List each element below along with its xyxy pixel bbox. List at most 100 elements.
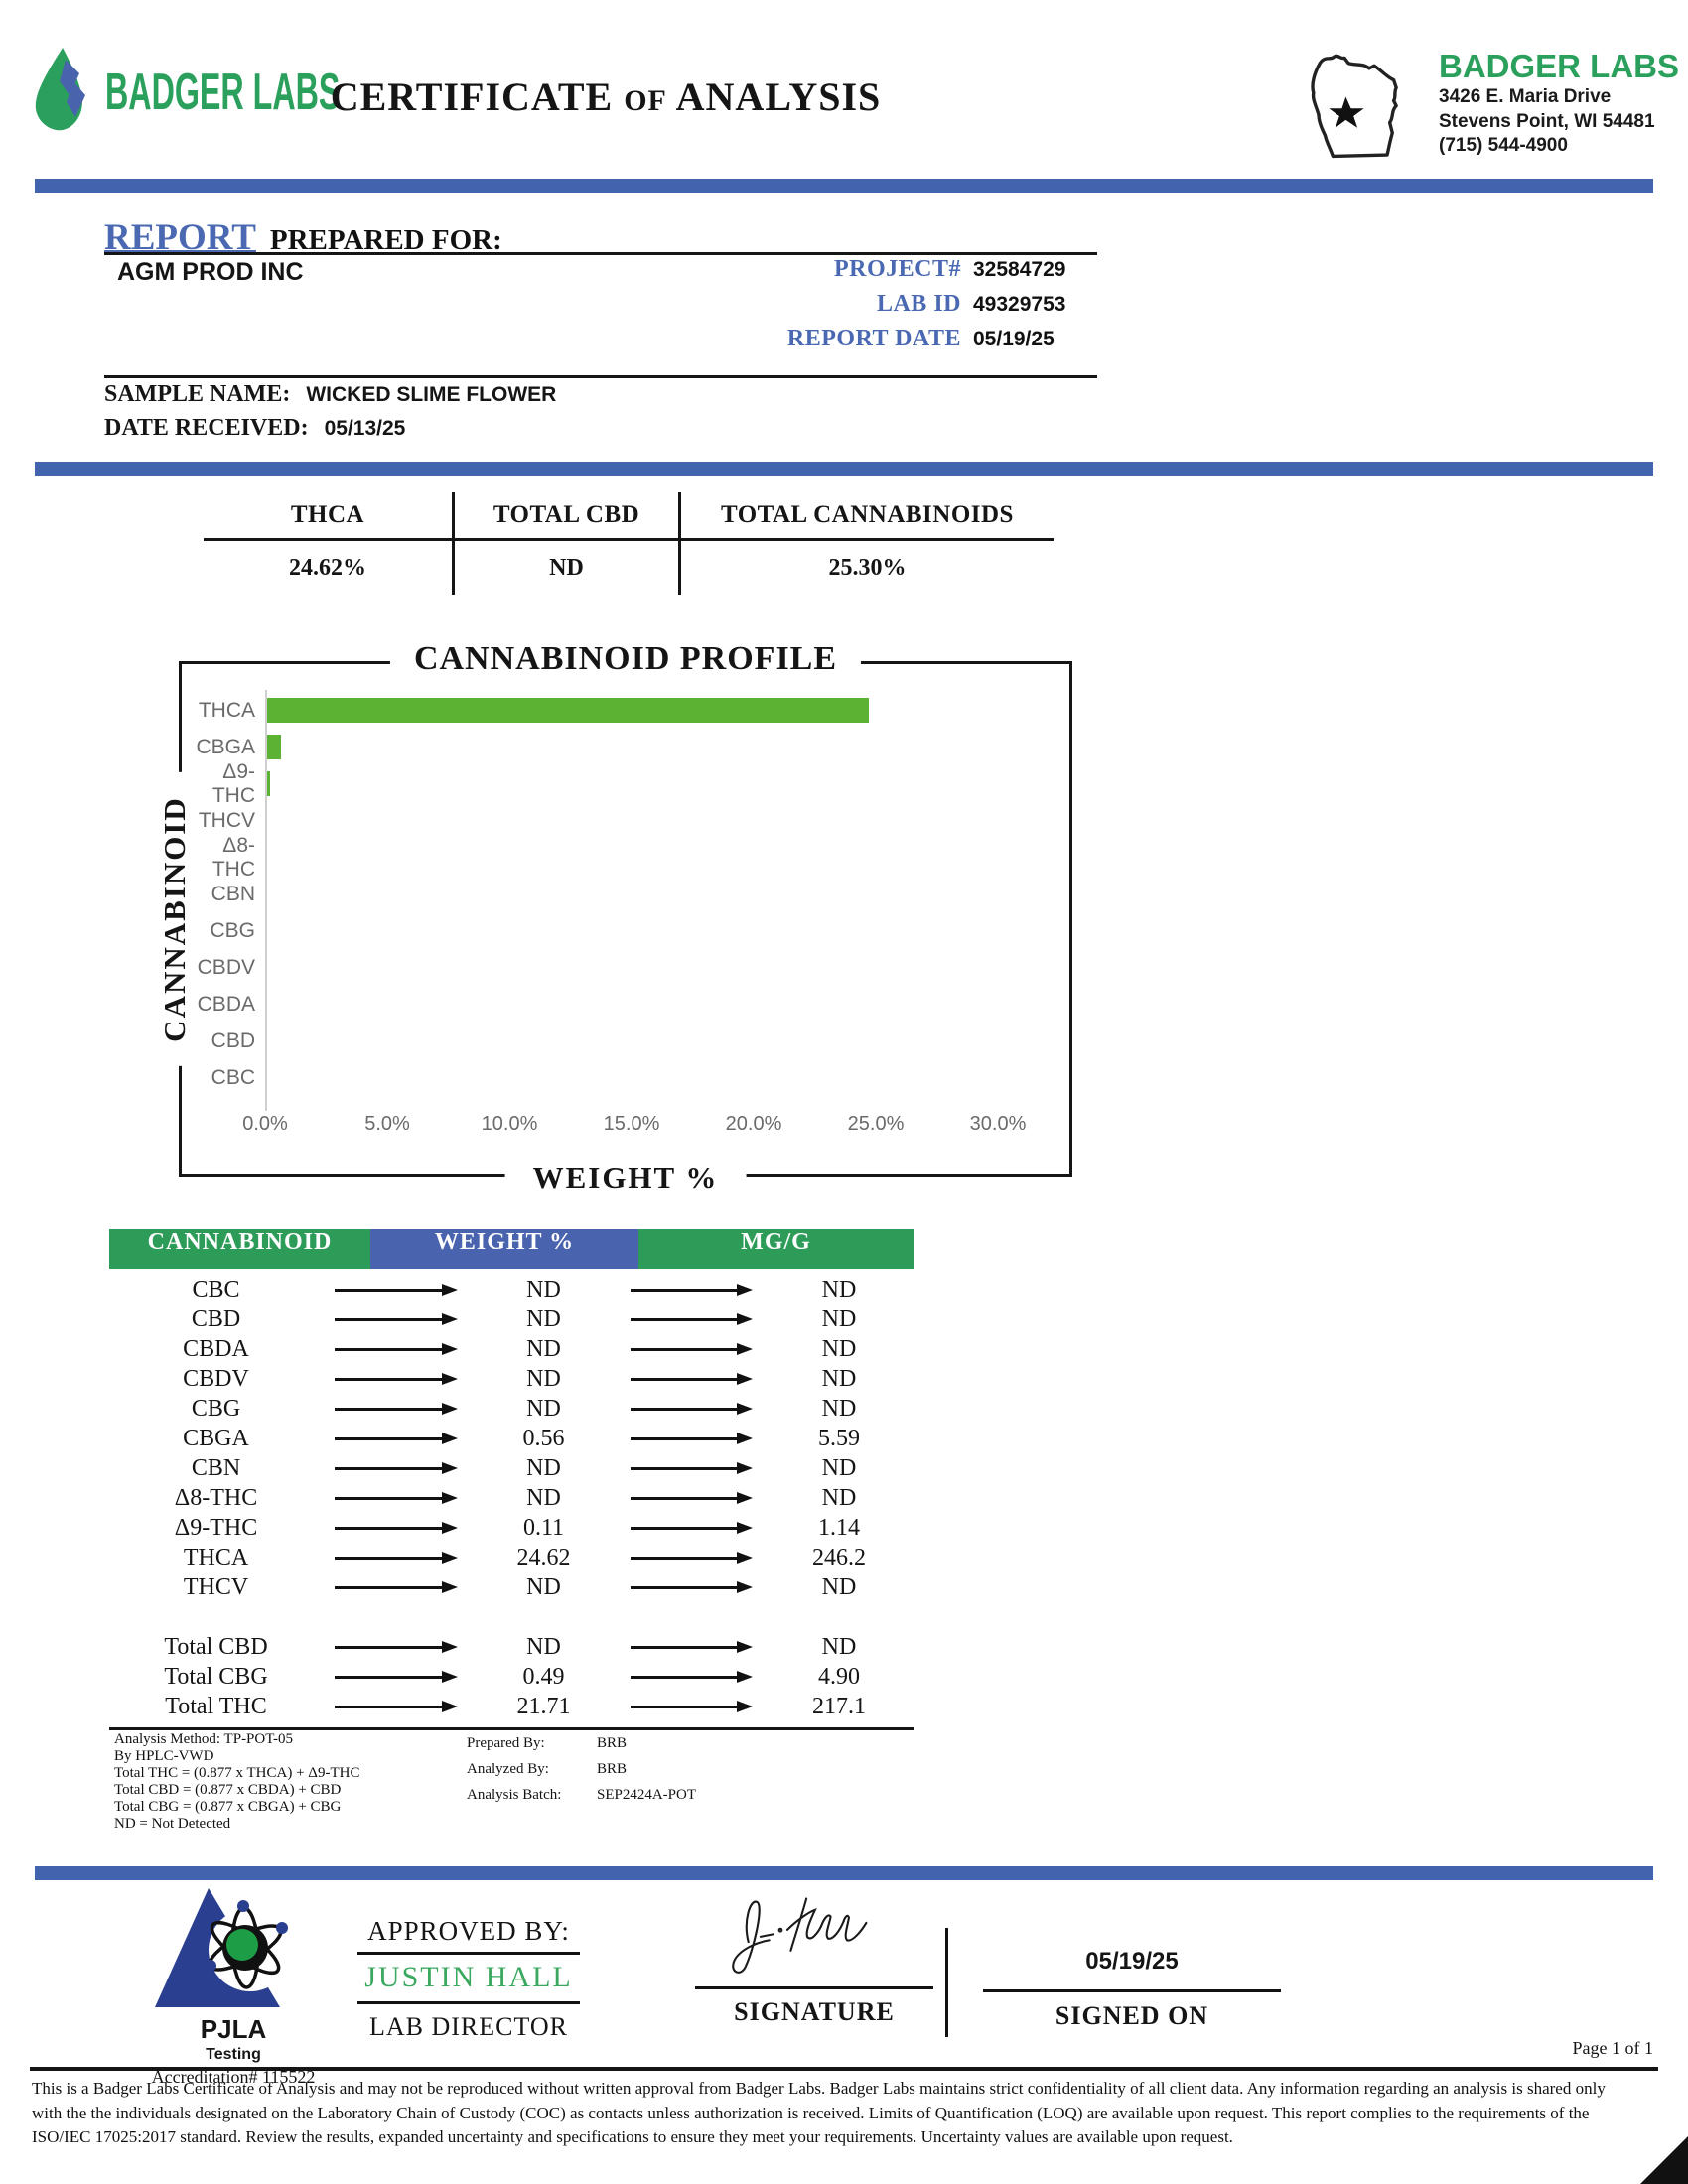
arrow-shaft [335, 1496, 443, 1500]
arrow-head [441, 1313, 458, 1325]
arrow-icon [630, 1671, 753, 1683]
arrow-shaft [630, 1466, 738, 1470]
analyte-name: THCV [183, 1573, 249, 1600]
summary-header: THCA [204, 492, 452, 541]
table-row: THCV ND ND [109, 1572, 914, 1602]
arrow-shaft [335, 1347, 443, 1351]
analyte-name: Δ9-THC [174, 1514, 258, 1541]
arrow-shaft [630, 1317, 738, 1321]
weight-percent-value: 21.71 [516, 1693, 571, 1719]
arrow-shaft [335, 1377, 443, 1381]
analyte-name: THCA [183, 1544, 249, 1570]
chart-rows: THCA CBGA Δ9-THC THCV Δ8-THC CBN CBG CBDV CBDA CB… [182, 692, 1069, 1096]
table-row: CBGA 0.56 5.59 [109, 1424, 914, 1453]
arrow-shaft [335, 1705, 443, 1708]
arrow-head [737, 1343, 753, 1355]
arrow-shaft [630, 1496, 738, 1500]
footnote-line: Total CBG = (0.877 x CBGA) + CBG [114, 1799, 342, 1815]
arrow-shaft [335, 1436, 443, 1440]
arrow-head [737, 1581, 753, 1593]
chart-bar [267, 735, 281, 759]
arrow-shaft [630, 1407, 738, 1411]
table-row: CBD ND ND [109, 1304, 914, 1334]
report-date-row: REPORT DATE 05/19/25 [616, 326, 1072, 352]
prepared-by-label: Prepared By: [467, 1735, 545, 1751]
approved-by-block: APPROVED BY: JUSTIN HALL LAB DIRECTOR [357, 1916, 580, 2042]
report-meta: PROJECT# 32584729 LAB ID 49329753 REPORT… [616, 256, 1072, 360]
arrow-head [441, 1403, 458, 1415]
lab-id-label: LAB ID [876, 291, 961, 317]
arrow-head [441, 1343, 458, 1355]
arrow-head [737, 1671, 753, 1683]
weight-percent-value: 0.11 [522, 1514, 565, 1541]
page-title: CERTIFICATE OF ANALYSIS [318, 73, 894, 120]
arrow-icon [335, 1373, 458, 1385]
arrow-head [441, 1671, 458, 1683]
approver-title: LAB DIRECTOR [368, 2012, 569, 2041]
table-row: CBC ND ND [109, 1275, 914, 1304]
chart-xtick: 5.0% [364, 1113, 410, 1135]
pjla-testing-label: Testing [206, 2046, 261, 2063]
table-row: Δ8-THC ND ND [109, 1483, 914, 1513]
arrow-icon [335, 1403, 458, 1415]
chart-row: CBDA [182, 986, 1069, 1023]
arrow-head [737, 1492, 753, 1504]
signature-label: SIGNATURE [734, 1997, 895, 2026]
chart-bar [267, 698, 869, 723]
arrow-head [441, 1552, 458, 1564]
arrow-shaft [630, 1645, 738, 1649]
mg-per-g-value: ND [821, 1454, 857, 1481]
summary-table: THCA 24.62% TOTAL CBD ND TOTAL CANNABINOIDS 2… [204, 492, 1054, 595]
arrow-icon [630, 1373, 753, 1385]
analyzed-by-label: Analyzed By: [467, 1761, 549, 1777]
cannabinoid-rows: CBC ND ND CBD ND ND CBDA ND ND CBDV ND ND CBG ND ND CBG… [109, 1275, 914, 1721]
table-row: Total THC 21.71 217.1 [109, 1692, 914, 1721]
summary-value: ND [549, 555, 584, 581]
arrow-shaft [630, 1705, 738, 1708]
date-received-label: DATE RECEIVED: [104, 415, 309, 441]
table-row: THCA 24.62 246.2 [109, 1543, 914, 1572]
arrow-shaft [630, 1585, 738, 1589]
rule-above-sample [104, 375, 1097, 378]
analyte-name: Total CBD [164, 1633, 268, 1660]
arrow-shaft [630, 1377, 738, 1381]
arrow-icon [335, 1313, 458, 1325]
lab-name: BADGER LABS [1439, 48, 1680, 84]
table-row: Total CBD ND ND [109, 1632, 914, 1662]
analyte-name: CBG [191, 1395, 241, 1422]
arrow-icon [630, 1641, 753, 1653]
chart-xticks: 0.0% 5.0% 10.0% 15.0% 20.0% 25.0% 30.0% [182, 1113, 1069, 1141]
arrow-icon [335, 1522, 458, 1534]
summary-value: 25.30% [828, 555, 907, 581]
title-word-certificate: CERTIFICATE [330, 74, 614, 119]
summary-header: TOTAL CANNABINOIDS [681, 492, 1054, 541]
arrow-icon [335, 1433, 458, 1444]
arrow-shaft [630, 1436, 738, 1440]
prepared-by-row: Prepared By: BRB [467, 1735, 696, 1752]
rule-under-report-heading [104, 252, 1097, 255]
mg-per-g-value: 1.14 [818, 1514, 860, 1541]
chart-row: CBGA [182, 729, 1069, 765]
chart-category-label: CBN [211, 882, 255, 905]
chart-row: Δ9-THC [182, 760, 1069, 807]
chart-category-label: THCA [198, 698, 255, 722]
report-label: REPORT [104, 217, 256, 258]
footnotes-right: Prepared By: BRB Analyzed By: BRB Analys… [467, 1735, 696, 1813]
arrow-icon [630, 1522, 753, 1534]
chart-category-label: CBDA [197, 992, 255, 1016]
date-received-value: 05/13/25 [324, 417, 406, 440]
weight-percent-value: 24.62 [516, 1544, 571, 1570]
analyte-name: CBC [192, 1276, 240, 1302]
chart-x-axis-label: WEIGHT % [504, 1160, 747, 1196]
report-date-label: REPORT DATE [786, 326, 961, 351]
chart-category-label: CBD [211, 1028, 255, 1052]
footnote-line: Total CBD = (0.877 x CBDA) + CBD [114, 1782, 342, 1798]
arrow-shaft [335, 1526, 443, 1530]
weight-percent-value: 0.49 [522, 1663, 565, 1690]
corner-mark [1640, 2136, 1688, 2184]
summary-value: 24.62% [289, 555, 366, 581]
chart-title: CANNABINOID PROFILE [389, 640, 862, 678]
analyzed-by-row: Analyzed By: BRB [467, 1761, 696, 1778]
arrow-head [737, 1403, 753, 1415]
arrow-shaft [630, 1556, 738, 1560]
